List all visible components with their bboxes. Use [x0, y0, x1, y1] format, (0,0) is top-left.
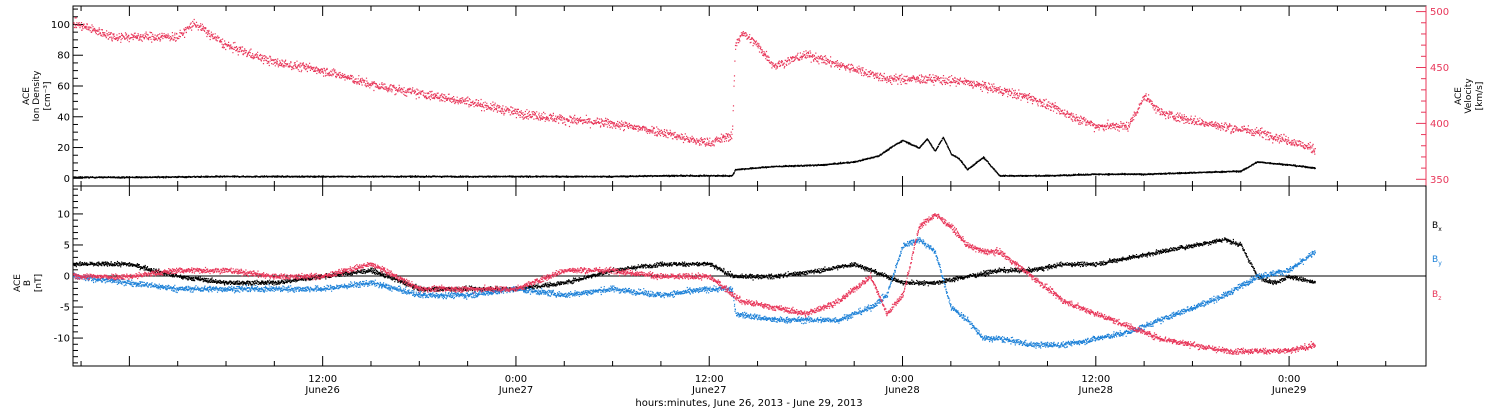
x-axis-title: hours:minutes, June 26, 2013 - June 29, … [635, 398, 862, 409]
density-label-line-3: [cm⁻³] [43, 81, 53, 110]
top-panel-frame [72, 5, 1427, 187]
density-velocity-data [73, 17, 1317, 179]
density-label-line-2: Ion Density [32, 70, 42, 122]
density-tick-label: 0 [64, 174, 70, 185]
time-tick-label: 12:00 [1081, 374, 1110, 385]
density-velocity-panel: 0 20 40 60 80 100 350 400 450 500 ACE Ion Densit… [22, 5, 1485, 187]
density-tick-label: 20 [57, 143, 70, 154]
by-series [73, 237, 1316, 349]
time-tick-label: 0:00 [891, 374, 913, 385]
time-tick-label: 0:00 [505, 374, 527, 385]
time-tick-label: 12:00 [308, 374, 337, 385]
date-tick-label: June29 [1271, 385, 1307, 396]
time-axis-labels: 12:00June260:00June2712:00June270:00June… [304, 374, 1306, 396]
bx-series [73, 237, 1316, 293]
top-time-ticks [80, 6, 1387, 186]
field-legend: Bx By Bz [1432, 221, 1442, 302]
bottom-time-ticks [80, 186, 1387, 366]
field-tick-label: 5 [64, 240, 70, 251]
density-tick-label: 40 [57, 112, 70, 123]
date-tick-label: June27 [691, 385, 727, 396]
velocity-tick-label: 500 [1430, 7, 1449, 18]
date-tick-label: June28 [1078, 385, 1114, 396]
velocity-axis-ticks: 350 400 450 500 [1416, 7, 1449, 186]
by-series-points [73, 237, 1316, 349]
field-tick-label: 0 [64, 272, 70, 283]
velocity-series-points [73, 17, 1316, 155]
field-components-data [73, 213, 1316, 355]
field-tick-label: -5 [60, 303, 70, 314]
density-tick-label: 100 [51, 20, 70, 31]
density-tick-label: 60 [57, 82, 70, 93]
time-tick-label: 0:00 [1278, 374, 1300, 385]
field-axis-ticks: -10 -5 0 5 10 [54, 188, 83, 364]
ion-density-series [73, 136, 1317, 179]
field-label-line-3: [nT] [34, 274, 44, 292]
legend-by: By [1432, 255, 1442, 267]
time-tick-label: 12:00 [695, 374, 724, 385]
velocity-label-line-3: [km/s] [1475, 82, 1485, 111]
date-tick-label: June28 [884, 385, 920, 396]
velocity-tick-label: 400 [1430, 119, 1449, 130]
magnetic-field-panel: -10 -5 0 5 10 ACE B [nT] Bx By Bz [13, 185, 1442, 367]
velocity-label-line-2: Velocity [1464, 78, 1474, 114]
field-tick-label: -10 [54, 334, 70, 345]
density-label-line-1: ACE [22, 87, 32, 105]
field-tick-label: 10 [57, 209, 70, 220]
density-axis-ticks: 0 20 40 60 80 100 [51, 8, 83, 185]
date-tick-label: June26 [304, 385, 340, 396]
legend-bz: Bz [1432, 290, 1441, 302]
legend-bx: Bx [1432, 221, 1442, 233]
field-label-line-2: B [23, 280, 33, 286]
ion-density-series-points [73, 136, 1317, 179]
field-label-line-1: ACE [13, 274, 23, 292]
date-tick-label: June27 [498, 385, 534, 396]
bx-series-points [73, 237, 1316, 293]
density-tick-label: 80 [57, 51, 70, 62]
velocity-label-line-1: ACE [1454, 87, 1464, 105]
velocity-series [73, 17, 1316, 155]
velocity-tick-label: 450 [1430, 63, 1449, 74]
velocity-tick-label: 350 [1430, 175, 1449, 186]
